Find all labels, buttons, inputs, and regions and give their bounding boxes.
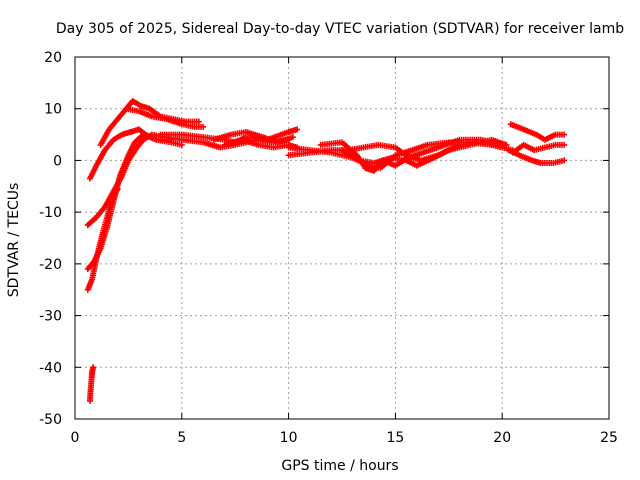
point-marks-track-i [210, 128, 296, 146]
point-marks-track-o [507, 121, 568, 143]
x-tick-label: 0 [71, 430, 80, 446]
data-points [84, 97, 568, 404]
x-tick-label: 10 [280, 430, 298, 446]
series-track-n [339, 136, 510, 169]
series-track-i [210, 128, 296, 146]
series-track-q [509, 141, 568, 156]
ticks: 0 5 10 15 20 25 20 10 0 -10 -20 -30 -40 -50 [39, 50, 618, 446]
y-tick-label: -20 [39, 257, 62, 273]
x-axis-label: GPS time / hours [281, 458, 398, 474]
y-tick-label: -10 [39, 205, 62, 221]
y-tick-label: 10 [44, 102, 62, 118]
y-axis-label: SDTVAR / TECUs [6, 183, 22, 298]
series-track-f [123, 105, 207, 130]
grid [75, 57, 609, 419]
point-marks-track-n [339, 136, 510, 169]
y-tick-label: -40 [39, 360, 62, 376]
y-tick-label: -30 [39, 309, 62, 325]
series-track-o [507, 121, 568, 143]
x-tick-label: 25 [600, 430, 618, 446]
chart-title: Day 305 of 2025, Sidereal Day-to-day VTE… [56, 21, 624, 37]
series-track-d [84, 185, 121, 293]
point-marks-track-f [123, 105, 207, 130]
point-marks-track-q [509, 141, 568, 156]
y-tick-label: 20 [44, 50, 62, 66]
x-tick-label: 15 [386, 430, 404, 446]
y-tick-label: -50 [39, 412, 62, 428]
y-tick-label: 0 [53, 153, 62, 169]
series-track-r [86, 364, 97, 404]
x-tick-label: 20 [493, 430, 511, 446]
plot-frame [74, 56, 610, 420]
point-marks-track-r [86, 364, 97, 404]
point-marks-track-d [84, 185, 121, 293]
x-tick-label: 5 [177, 430, 186, 446]
